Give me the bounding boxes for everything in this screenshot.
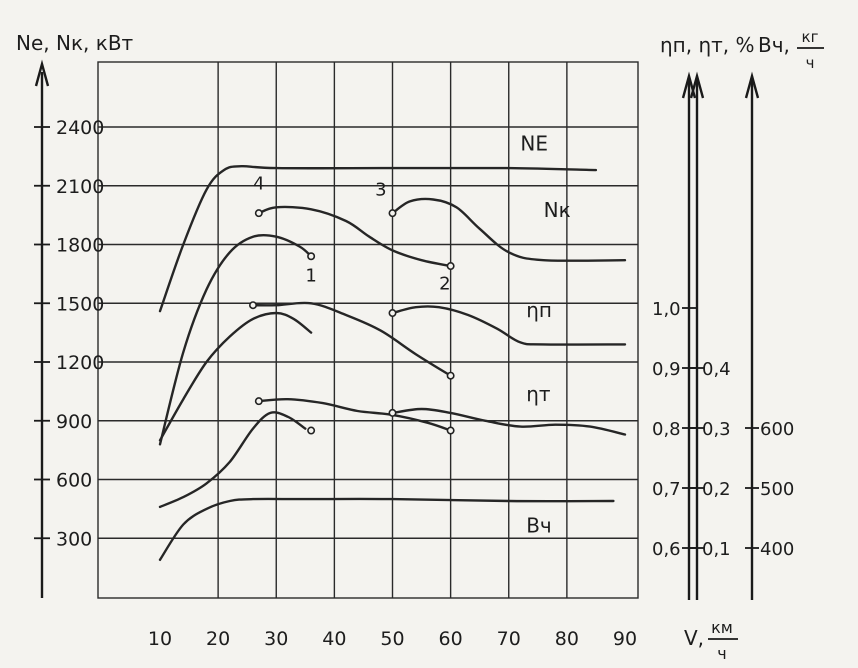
right-tick-label: 0,8 (652, 419, 681, 440)
x-tick-label: 30 (264, 628, 288, 650)
left-axis-arrow (34, 59, 50, 87)
left-tick-label: 2100 (56, 176, 104, 198)
series-line-2 (391, 197, 627, 262)
point-marker (307, 426, 316, 435)
series-line-10 (158, 497, 615, 561)
left-axis-title: Ne, Nк, кВт (16, 31, 134, 55)
right-tick-label: 0,4 (702, 359, 731, 380)
right-axis-arrow (689, 71, 705, 99)
series-line-1 (257, 205, 452, 268)
left-tick-label: 600 (56, 470, 92, 492)
x-tick-label: 40 (322, 628, 346, 650)
right-axis-title-fuel: Bч, (758, 33, 790, 57)
series-line-6 (158, 311, 313, 442)
x-tick-label: 70 (497, 628, 521, 650)
series-line-9 (158, 411, 307, 509)
x-tick-label: 50 (380, 628, 404, 650)
right-tick-label: 0,6 (652, 539, 681, 560)
left-tick-label: 2400 (56, 117, 104, 139)
curve-label: ηп (526, 298, 552, 322)
point-marker (307, 252, 316, 261)
right-tick-label: 0,9 (652, 359, 681, 380)
series-line-7 (257, 397, 452, 432)
right-axis-arrow (744, 71, 760, 99)
plot-frame (97, 61, 639, 599)
point-marker (388, 408, 397, 417)
left-tick-label: 1200 (56, 352, 104, 374)
right-tick-label: 0,1 (702, 539, 731, 560)
right-tick-label: 500 (760, 479, 794, 500)
series-line-8 (391, 407, 627, 436)
grid (97, 61, 639, 599)
left-tick-label: 300 (56, 528, 92, 550)
point-marker (446, 262, 455, 271)
point-marker (254, 397, 263, 406)
markers (249, 209, 455, 435)
x-axis-unit-num: км (711, 618, 733, 637)
point-marker (388, 209, 397, 218)
axes (34, 47, 824, 640)
right-tick-label: 600 (760, 419, 794, 440)
left-tick-label: 900 (56, 411, 92, 433)
point-marker (446, 426, 455, 435)
series-line-0 (158, 164, 598, 313)
x-tick-label: 90 (613, 628, 637, 650)
annotation-label: 4 (253, 174, 264, 195)
annotation-label: 3 (375, 180, 386, 201)
fuel-unit-num: кг (802, 28, 819, 46)
curve-label: Bч (526, 513, 552, 537)
series-line-4 (251, 301, 452, 377)
series-line-3 (158, 233, 313, 446)
right-tick-label: 0,2 (702, 479, 731, 500)
curve-label: NE (520, 132, 548, 156)
left-tick-label: 1800 (56, 235, 104, 257)
point-marker (249, 301, 258, 310)
x-tick-label: 60 (439, 628, 463, 650)
point-marker (446, 371, 455, 380)
x-axis-title: V, (684, 626, 704, 650)
point-marker (388, 309, 397, 318)
x-tick-label: 10 (148, 628, 172, 650)
annotation-label: 2 (439, 274, 450, 295)
x-tick-label: 20 (206, 628, 230, 650)
right-tick-label: 0,7 (652, 479, 681, 500)
annotation-label: 1 (305, 266, 316, 287)
right-tick-label: 400 (760, 539, 794, 560)
right-tick-label: 0,3 (702, 419, 731, 440)
series (158, 164, 627, 561)
x-axis-unit-den: ч (717, 644, 726, 663)
right-axis-title-efficiency: ηп, ηт, % (660, 33, 755, 57)
series-line-5 (391, 305, 627, 346)
right-tick-label: 1,0 (652, 299, 681, 320)
curve-label: ηт (526, 382, 551, 406)
left-tick-label: 1500 (56, 293, 104, 315)
point-marker (254, 209, 263, 218)
fuel-unit-den: ч (806, 54, 815, 72)
curve-label: Nк (544, 198, 571, 222)
x-tick-label: 80 (555, 628, 579, 650)
